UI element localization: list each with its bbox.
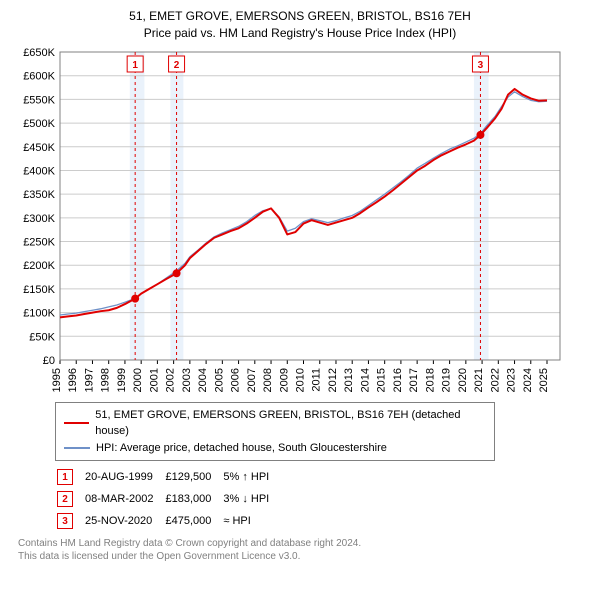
svg-text:2015: 2015	[376, 368, 388, 392]
svg-text:2006: 2006	[230, 368, 242, 392]
svg-text:2025: 2025	[538, 368, 550, 392]
svg-text:1995: 1995	[51, 368, 63, 392]
svg-text:1999: 1999	[116, 368, 128, 392]
table-row: 1 20-AUG-1999 £129,500 5% ↑ HPI	[57, 467, 279, 487]
svg-text:2014: 2014	[359, 368, 371, 392]
attribution-line-1: Contains HM Land Registry data © Crown c…	[18, 537, 590, 550]
svg-text:£350K: £350K	[23, 189, 55, 201]
svg-text:£300K: £300K	[23, 212, 55, 224]
event-date: 08-MAR-2002	[85, 489, 163, 509]
svg-text:2023: 2023	[506, 368, 518, 392]
svg-text:£150K: £150K	[23, 284, 55, 296]
svg-text:1: 1	[132, 60, 138, 71]
svg-text:2003: 2003	[181, 368, 193, 392]
event-badge: 1	[57, 469, 73, 485]
svg-text:2004: 2004	[197, 368, 209, 392]
event-delta: ≈ HPI	[223, 511, 279, 531]
title-line-2: Price paid vs. HM Land Registry's House …	[10, 25, 590, 42]
svg-text:1997: 1997	[83, 368, 95, 392]
event-date: 20-AUG-1999	[85, 467, 163, 487]
legend-swatch-1	[64, 422, 89, 424]
svg-text:3: 3	[478, 60, 484, 71]
event-badge: 3	[57, 513, 73, 529]
svg-text:2012: 2012	[327, 368, 339, 392]
event-badge: 2	[57, 491, 73, 507]
legend-swatch-2	[64, 447, 90, 449]
svg-text:£100K: £100K	[23, 307, 55, 319]
event-price: £183,000	[165, 489, 221, 509]
svg-text:2019: 2019	[441, 368, 453, 392]
attribution-line-2: This data is licensed under the Open Gov…	[18, 550, 590, 563]
svg-text:£500K: £500K	[23, 118, 55, 130]
svg-text:2005: 2005	[213, 368, 225, 392]
svg-text:2018: 2018	[424, 368, 436, 392]
svg-text:2017: 2017	[408, 368, 420, 392]
svg-text:£250K: £250K	[23, 236, 55, 248]
svg-text:£650K: £650K	[23, 47, 55, 59]
svg-text:£600K: £600K	[23, 70, 55, 82]
svg-text:2: 2	[174, 60, 180, 71]
svg-text:1998: 1998	[100, 368, 112, 392]
events-table: 1 20-AUG-1999 £129,500 5% ↑ HPI 2 08-MAR…	[55, 465, 281, 533]
chart-svg: £0 £50K £100K £150K £200K £250K £300K £350K £400…	[10, 46, 570, 396]
svg-text:2021: 2021	[473, 368, 485, 392]
svg-text:2020: 2020	[457, 368, 469, 392]
legend-label: HPI: Average price, detached house, Sout…	[96, 440, 387, 457]
legend: 51, EMET GROVE, EMERSONS GREEN, BRISTOL,…	[55, 402, 495, 462]
svg-text:£400K: £400K	[23, 165, 55, 177]
chart: £0 £50K £100K £150K £200K £250K £300K £350K £400…	[10, 46, 590, 396]
event-delta: 5% ↑ HPI	[223, 467, 279, 487]
svg-text:2022: 2022	[489, 368, 501, 392]
svg-text:1996: 1996	[67, 368, 79, 392]
event-price: £475,000	[165, 511, 221, 531]
legend-item: 51, EMET GROVE, EMERSONS GREEN, BRISTOL,…	[64, 407, 486, 440]
table-row: 3 25-NOV-2020 £475,000 ≈ HPI	[57, 511, 279, 531]
svg-text:2013: 2013	[343, 368, 355, 392]
svg-text:2007: 2007	[246, 368, 258, 392]
svg-text:2000: 2000	[132, 368, 144, 392]
event-price: £129,500	[165, 467, 221, 487]
page-root: 51, EMET GROVE, EMERSONS GREEN, BRISTOL,…	[0, 0, 600, 569]
svg-text:2008: 2008	[262, 368, 274, 392]
svg-text:2010: 2010	[295, 368, 307, 392]
svg-text:2002: 2002	[165, 368, 177, 392]
svg-text:£450K: £450K	[23, 141, 55, 153]
event-delta: 3% ↓ HPI	[223, 489, 279, 509]
table-row: 2 08-MAR-2002 £183,000 3% ↓ HPI	[57, 489, 279, 509]
legend-item: HPI: Average price, detached house, Sout…	[64, 440, 486, 457]
svg-text:2001: 2001	[148, 368, 160, 392]
svg-text:£50K: £50K	[29, 331, 55, 343]
svg-text:2011: 2011	[311, 368, 323, 392]
svg-text:£0: £0	[43, 355, 55, 367]
event-date: 25-NOV-2020	[85, 511, 163, 531]
attribution: Contains HM Land Registry data © Crown c…	[18, 537, 590, 563]
title-block: 51, EMET GROVE, EMERSONS GREEN, BRISTOL,…	[10, 8, 590, 42]
svg-text:2024: 2024	[522, 368, 534, 392]
svg-text:2009: 2009	[278, 368, 290, 392]
title-line-1: 51, EMET GROVE, EMERSONS GREEN, BRISTOL,…	[10, 8, 590, 25]
svg-text:£550K: £550K	[23, 94, 55, 106]
svg-text:£200K: £200K	[23, 260, 55, 272]
legend-label: 51, EMET GROVE, EMERSONS GREEN, BRISTOL,…	[95, 407, 486, 440]
svg-text:2016: 2016	[392, 368, 404, 392]
